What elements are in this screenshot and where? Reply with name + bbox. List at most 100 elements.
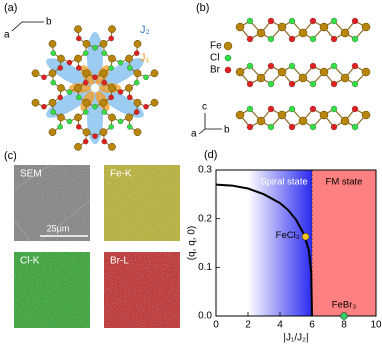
- fe-atom: [74, 25, 82, 33]
- map-label: Cl-K: [20, 256, 40, 267]
- halide-atom: [246, 35, 254, 43]
- halide-atom: [108, 124, 114, 130]
- halide-atom: [246, 123, 254, 131]
- fe-atom: [125, 113, 133, 122]
- plot-frame: [215, 169, 377, 317]
- halide-atom: [246, 105, 254, 113]
- fe-atom: [48, 128, 57, 137]
- halide-atom: [101, 50, 108, 56]
- halide-atom: [267, 17, 275, 25]
- halide-atom: [330, 17, 338, 25]
- axis-label: c: [202, 102, 207, 113]
- fe-atom: [99, 128, 108, 137]
- point-label: FeBr₃: [332, 300, 357, 311]
- fe-atom: [108, 143, 116, 151]
- halide-atom: [309, 80, 317, 88]
- fe-atom: [361, 110, 371, 120]
- j1-label: J₁: [140, 52, 150, 64]
- halide-atom: [267, 105, 275, 113]
- halide-atom: [267, 62, 275, 70]
- halide-atom: [351, 80, 359, 88]
- halide-atom: [288, 105, 296, 113]
- fe-atom: [298, 116, 308, 126]
- axis-label: a: [191, 129, 197, 140]
- halide-atom: [330, 35, 338, 43]
- halide-atom: [41, 74, 47, 81]
- fe-atom: [108, 25, 116, 33]
- j2-path: [98, 58, 144, 88]
- region: [248, 170, 312, 316]
- fe-atom: [82, 128, 91, 137]
- fe-atom: [74, 113, 82, 122]
- fe-atom: [256, 73, 266, 83]
- halide-atom: [133, 79, 140, 86]
- halide-atom: [92, 133, 98, 139]
- sem-edge: [13, 164, 91, 242]
- fe-atom: [108, 54, 116, 63]
- halide-atom: [330, 123, 338, 131]
- fe-atom: [340, 116, 350, 126]
- halide-atom: [50, 79, 57, 86]
- x-tick-label: 0: [213, 320, 219, 331]
- halide-atom: [133, 50, 140, 56]
- fe-atom: [133, 69, 142, 78]
- fe-atom: [125, 84, 133, 92]
- x-tick-label: 2: [245, 320, 251, 331]
- fe-atom: [277, 67, 287, 77]
- halide-atom: [92, 103, 98, 110]
- legend-label: Fe: [210, 41, 222, 52]
- fe-atom: [150, 98, 159, 107]
- fe-atom: [108, 113, 116, 122]
- fe-atom: [74, 54, 82, 63]
- j2-label: J₂: [140, 24, 150, 36]
- y-tick-label: 0.1: [198, 262, 212, 273]
- fe-atom: [361, 22, 371, 32]
- fe-atom: [74, 84, 82, 92]
- halide-atom: [267, 35, 275, 43]
- j2-path: [87, 32, 103, 84]
- fe-atom: [48, 98, 57, 107]
- y-tick-label: 0.2: [198, 213, 212, 224]
- fe-atom: [108, 84, 116, 92]
- halide-atom: [82, 138, 89, 145]
- halide-atom: [351, 62, 359, 70]
- fe-atom: [298, 28, 308, 38]
- halide-atom: [309, 105, 317, 113]
- axis-label: b: [224, 125, 230, 136]
- halide-atom: [57, 124, 63, 130]
- halide-atom: [66, 118, 73, 125]
- curve: [215, 183, 313, 317]
- halide-atom: [76, 35, 82, 42]
- halide-atom: [82, 79, 89, 86]
- fe-atom: [125, 54, 133, 63]
- fe-atom: [57, 84, 65, 92]
- fe-atom: [150, 69, 159, 78]
- halide-atom: [267, 80, 275, 88]
- halide-atom: [288, 80, 296, 88]
- halide-atom: [50, 109, 57, 115]
- halide-atom: [127, 65, 133, 71]
- halide-atom: [309, 123, 317, 131]
- halide-atom: [76, 65, 82, 71]
- sem-texture: [14, 165, 90, 241]
- legend-fe: [223, 41, 233, 51]
- halide-atom: [288, 62, 296, 70]
- halide-atom: [288, 35, 296, 43]
- fe-atom: [319, 67, 329, 77]
- halide-atom: [351, 17, 359, 25]
- fe-atom: [361, 67, 371, 77]
- y-tick-label: 0.0: [198, 311, 212, 322]
- halide-atom: [351, 123, 359, 131]
- panel-label: (a): [4, 2, 17, 14]
- halide-atom: [330, 62, 338, 70]
- map-label: Br-L: [110, 256, 129, 267]
- halide-atom: [76, 94, 82, 101]
- fe-atom: [57, 113, 65, 122]
- panel-label: (b): [196, 2, 209, 14]
- fe-atom: [277, 22, 287, 32]
- fe-atom: [48, 39, 57, 48]
- halide-atom: [288, 123, 296, 131]
- axis-label: a: [4, 30, 10, 41]
- x-tick-label: 6: [309, 320, 315, 331]
